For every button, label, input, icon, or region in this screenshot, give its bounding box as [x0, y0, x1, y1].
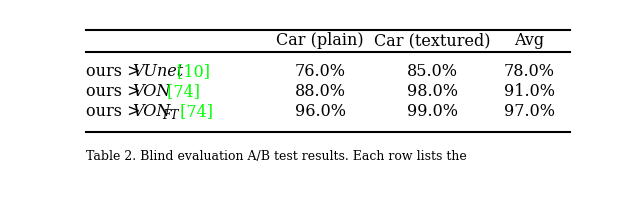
- Text: VUnet: VUnet: [132, 63, 184, 80]
- Text: Car (plain): Car (plain): [276, 32, 364, 49]
- Text: [74]: [74]: [175, 103, 213, 120]
- Text: ours >: ours >: [86, 63, 146, 80]
- Text: VON: VON: [132, 83, 171, 100]
- Text: 97.0%: 97.0%: [504, 103, 555, 120]
- Text: VON: VON: [132, 103, 171, 120]
- Text: 76.0%: 76.0%: [295, 63, 346, 80]
- Text: 99.0%: 99.0%: [407, 103, 458, 120]
- Text: 78.0%: 78.0%: [504, 63, 555, 80]
- Text: FT: FT: [163, 109, 179, 122]
- Text: 96.0%: 96.0%: [295, 103, 346, 120]
- Text: Avg: Avg: [515, 32, 545, 49]
- Text: 91.0%: 91.0%: [504, 83, 555, 100]
- Text: 88.0%: 88.0%: [295, 83, 346, 100]
- Text: 98.0%: 98.0%: [407, 83, 458, 100]
- Text: Car (textured): Car (textured): [374, 32, 491, 49]
- Text: ours >: ours >: [86, 83, 146, 100]
- Text: 85.0%: 85.0%: [407, 63, 458, 80]
- Text: [10]: [10]: [172, 63, 210, 80]
- Text: [74]: [74]: [163, 83, 200, 100]
- Text: ours >: ours >: [86, 103, 146, 120]
- Text: Table 2. Blind evaluation A/B test results. Each row lists the: Table 2. Blind evaluation A/B test resul…: [86, 150, 467, 163]
